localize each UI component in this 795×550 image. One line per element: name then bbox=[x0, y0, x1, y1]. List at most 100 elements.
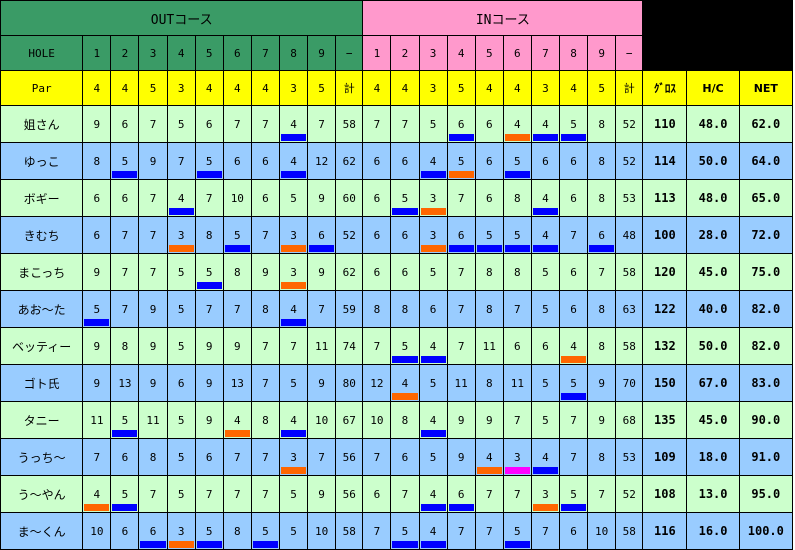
out-score-7: 6 bbox=[250, 142, 280, 180]
out-score-3: 6 bbox=[138, 512, 168, 550]
out-par-1: 4 bbox=[82, 70, 112, 106]
out-score-7: 7 bbox=[250, 216, 280, 254]
out-score-7: 7 bbox=[250, 364, 280, 402]
score-marker-blue bbox=[420, 171, 446, 178]
player-name: ゆっこ bbox=[0, 142, 84, 180]
out-score-8: 3 bbox=[278, 253, 309, 291]
out-score-2: 5 bbox=[110, 475, 140, 513]
out-score-value: 3 bbox=[290, 450, 297, 464]
out-score-5: 9 bbox=[194, 401, 224, 439]
out-score-value: 5 bbox=[121, 154, 129, 168]
out-score-value: 5 bbox=[290, 191, 297, 205]
in-score-value: 5 bbox=[485, 228, 493, 242]
in-score-value: 5 bbox=[570, 117, 577, 131]
in-course-title: INコース bbox=[362, 0, 644, 36]
in-score-value: 6 bbox=[570, 524, 577, 538]
score-marker-blue bbox=[561, 504, 587, 511]
score-marker-blue bbox=[476, 245, 502, 252]
in-score-value: 3 bbox=[542, 487, 549, 501]
out-score-value: 7 bbox=[262, 450, 269, 464]
in-score-1: 7 bbox=[362, 327, 392, 365]
in-score-6: 5 bbox=[502, 142, 532, 180]
out-score-9: 9 bbox=[307, 179, 337, 217]
in-score-value: 6 bbox=[570, 265, 577, 279]
in-score-9: 8 bbox=[587, 179, 617, 217]
out-score-value: 6 bbox=[121, 524, 129, 538]
out-score-value: 7 bbox=[234, 487, 241, 501]
out-score-value: 7 bbox=[234, 117, 241, 131]
in-score-7: 5 bbox=[530, 253, 561, 291]
out-score-value: 7 bbox=[121, 228, 129, 242]
in-score-6: 5 bbox=[502, 512, 532, 550]
in-hole-2: 2 bbox=[390, 35, 420, 71]
player-row: ゆっこ 8 5 9 7 5 6 6 4 12 62 6 6 4 5 6 5 6 6 8 52 114 50.0 64.0 bbox=[0, 142, 794, 180]
in-score-value: 4 bbox=[542, 450, 549, 464]
out-score-9: 7 bbox=[307, 290, 337, 328]
score-marker-blue bbox=[392, 356, 418, 363]
gross-score: 108 bbox=[642, 475, 688, 513]
score-marker-blue bbox=[112, 504, 138, 511]
out-score-2: 6 bbox=[110, 438, 140, 476]
out-score-value: 80 bbox=[342, 376, 356, 390]
out-score-7: 6 bbox=[250, 179, 280, 217]
in-score-8: 4 bbox=[558, 327, 589, 365]
out-score-value: 9 bbox=[205, 376, 213, 390]
in-score-4: 11 bbox=[446, 364, 476, 402]
score-marker-blue bbox=[196, 171, 222, 178]
out-score-7: 9 bbox=[250, 253, 280, 291]
in-par-4: 5 bbox=[446, 70, 476, 106]
out-score-10: 67 bbox=[335, 401, 364, 439]
in-score-1: 6 bbox=[362, 216, 392, 254]
in-score-value: 7 bbox=[457, 302, 465, 316]
out-score-7: 8 bbox=[250, 401, 280, 439]
out-score-4: 5 bbox=[166, 290, 196, 328]
handicap: 67.0 bbox=[686, 364, 740, 402]
score-marker-blue bbox=[392, 208, 418, 215]
in-score-value: 6 bbox=[373, 154, 381, 168]
out-score-value: 6 bbox=[149, 524, 157, 538]
in-score-1: 10 bbox=[362, 401, 392, 439]
out-score-8: 5 bbox=[278, 179, 309, 217]
out-score-value: 13 bbox=[118, 376, 132, 390]
out-score-2: 6 bbox=[110, 105, 140, 143]
score-marker-blue bbox=[196, 541, 222, 548]
in-score-6: 7 bbox=[502, 475, 532, 513]
in-score-6: 7 bbox=[502, 290, 532, 328]
out-score-value: 9 bbox=[205, 413, 213, 427]
in-score-value: 6 bbox=[457, 228, 465, 242]
handicap: 40.0 bbox=[686, 290, 740, 328]
score-marker-blue bbox=[561, 393, 587, 400]
out-score-value: 8 bbox=[262, 413, 269, 427]
in-score-value: 8 bbox=[485, 265, 493, 279]
in-score-5: 5 bbox=[474, 216, 504, 254]
handicap: 50.0 bbox=[686, 327, 740, 365]
in-score-4: 7 bbox=[446, 512, 476, 550]
out-score-value: 3 bbox=[290, 228, 297, 242]
in-score-10: 52 bbox=[615, 475, 644, 513]
in-score-8: 7 bbox=[558, 216, 589, 254]
out-score-9: 9 bbox=[307, 364, 337, 402]
out-score-6: 10 bbox=[222, 179, 252, 217]
out-score-10: 80 bbox=[335, 364, 364, 402]
in-score-value: 8 bbox=[598, 154, 605, 168]
net-score: 82.0 bbox=[738, 290, 794, 328]
out-score-3: 7 bbox=[138, 475, 168, 513]
out-score-value: 7 bbox=[318, 117, 325, 131]
out-score-value: 56 bbox=[342, 487, 356, 501]
score-marker-blue bbox=[561, 134, 587, 141]
in-score-9: 8 bbox=[587, 327, 617, 365]
in-score-value: 7 bbox=[373, 450, 381, 464]
out-score-8: 4 bbox=[278, 142, 309, 180]
net-score: 95.0 bbox=[738, 475, 794, 513]
in-score-8: 6 bbox=[558, 253, 589, 291]
in-score-5: 7 bbox=[474, 475, 504, 513]
out-score-value: 3 bbox=[177, 524, 185, 538]
in-score-value: 5 bbox=[542, 413, 549, 427]
player-row: まこっち 9 7 7 5 5 8 9 3 9 62 6 6 5 7 8 8 5 6 7 58 120 45.0 75.0 bbox=[0, 253, 794, 291]
player-name: あお～た bbox=[0, 290, 84, 328]
in-score-2: 8 bbox=[390, 290, 420, 328]
in-score-6: 5 bbox=[502, 216, 532, 254]
in-par-3: 3 bbox=[418, 70, 448, 106]
in-score-9: 8 bbox=[587, 438, 617, 476]
in-score-6: 8 bbox=[502, 253, 532, 291]
